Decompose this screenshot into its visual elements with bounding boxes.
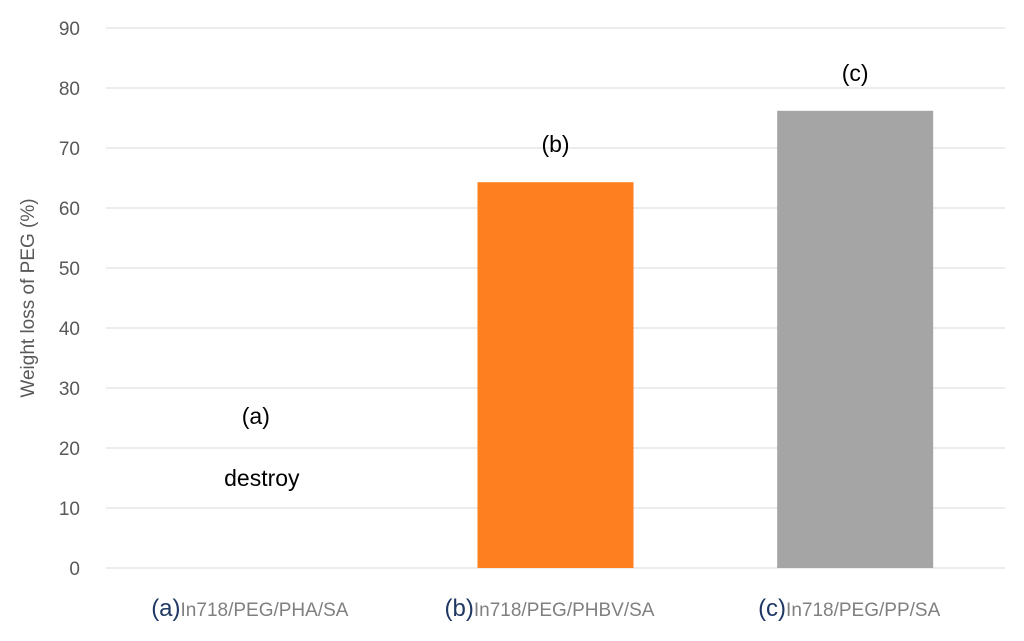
y-tick-label: 90: [59, 19, 80, 40]
y-tick-label: 10: [59, 499, 80, 520]
bars: [477, 110, 934, 569]
bar-labels: (a) (b) (c) destroy: [224, 60, 868, 491]
y-tick-label: 30: [59, 379, 80, 400]
y-axis-label: Weight loss of PEG (%): [18, 198, 39, 397]
y-axis-ticks: 0 10 20 30 40 50 60 70 80 90: [59, 19, 80, 580]
y-tick-label: 60: [59, 199, 80, 220]
bar: [477, 182, 634, 568]
y-tick-label: 0: [69, 559, 80, 580]
bar: [777, 110, 934, 569]
x-axis-categories: (a)In718/PEG/PHA/SA (b)In718/PEG/PHBV/SA (…: [151, 595, 940, 622]
y-tick-label: 40: [59, 319, 80, 340]
x-category-label: (b)In718/PEG/PHBV/SA: [445, 595, 655, 622]
y-tick-label: 70: [59, 139, 80, 160]
annotation-text: destroy: [224, 465, 300, 491]
bar-data-label: (c): [842, 60, 869, 86]
y-tick-label: 50: [59, 259, 80, 280]
bar-data-label: (a): [242, 403, 270, 429]
bar-data-label: (b): [541, 131, 569, 157]
y-tick-label: 80: [59, 79, 80, 100]
y-tick-label: 20: [59, 439, 80, 460]
x-category-label: (c)In718/PEG/PP/SA: [758, 595, 941, 622]
x-category-label: (a)In718/PEG/PHA/SA: [151, 595, 349, 622]
